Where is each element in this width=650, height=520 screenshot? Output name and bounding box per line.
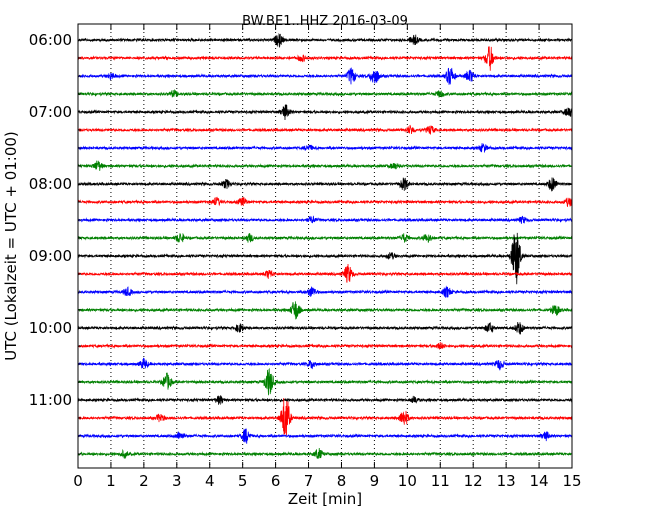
x-axis-label: Zeit [min] (288, 490, 362, 508)
trace-row-1115 (77, 398, 573, 436)
x-axis-ticks: 0 1 2 3 4 5 6 7 8 9 10 11 12 13 14 15 (73, 24, 582, 490)
y-axis-ticks: 06:00 07:00 08:00 09:00 10:00 11:00 (29, 31, 572, 455)
trace-row-0815 (77, 196, 573, 207)
x-tick-label: 14 (530, 472, 549, 490)
x-tick-label: 8 (337, 472, 347, 490)
x-tick-label: 9 (370, 472, 380, 490)
x-tick-label: 13 (497, 472, 516, 490)
trace-row-0745 (77, 160, 573, 171)
trace-row-0600 (77, 32, 573, 48)
x-tick-label: 12 (464, 472, 483, 490)
y-tick-label: 11:00 (29, 391, 72, 409)
trace-row-1015 (77, 342, 573, 350)
trace-row-1130 (77, 428, 573, 444)
y-tick-label: 06:00 (29, 31, 72, 49)
trace-row-0845 (77, 232, 573, 243)
trace-row-0900 (77, 232, 573, 285)
plot-frame (77, 23, 573, 469)
trace-row-0945 (77, 301, 573, 320)
trace-row-1100 (77, 395, 573, 406)
x-tick-label: 15 (562, 472, 581, 490)
seismic-traces (77, 32, 573, 460)
trace-row-0915 (77, 264, 573, 283)
y-tick-label: 09:00 (29, 247, 72, 265)
trace-row-1145 (77, 448, 573, 460)
chart-title: BW.BE1..HHZ 2016-03-09 (242, 14, 408, 29)
x-tick-label: 6 (271, 472, 281, 490)
trace-row-0645 (77, 88, 573, 98)
x-tick-label: 2 (139, 472, 149, 490)
trace-row-0830 (77, 215, 573, 224)
y-tick-label: 08:00 (29, 175, 72, 193)
y-tick-label: 10:00 (29, 319, 72, 337)
x-tick-label: 3 (172, 472, 182, 490)
x-tick-label: 4 (205, 472, 215, 490)
trace-row-1030 (77, 357, 573, 371)
trace-row-1045 (77, 367, 573, 396)
trace-row-0615 (77, 45, 573, 71)
trace-row-0700 (77, 104, 573, 121)
x-tick-label: 11 (431, 472, 450, 490)
x-tick-label: 5 (238, 472, 248, 490)
trace-row-0630 (77, 67, 573, 85)
x-tick-label: 1 (106, 472, 116, 490)
trace-row-0730 (77, 143, 573, 153)
trace-row-0800 (77, 177, 573, 192)
x-tick-label: 7 (304, 472, 314, 490)
trace-row-1000 (77, 321, 573, 335)
x-tick-label: 0 (73, 472, 83, 490)
trace-row-0715 (77, 124, 573, 135)
trace-row-0930 (77, 285, 573, 298)
x-tick-label: 10 (398, 472, 417, 490)
y-axis-label: UTC (Lokalzeit = UTC + 01:00) (2, 131, 20, 361)
y-tick-label: 07:00 (29, 103, 72, 121)
